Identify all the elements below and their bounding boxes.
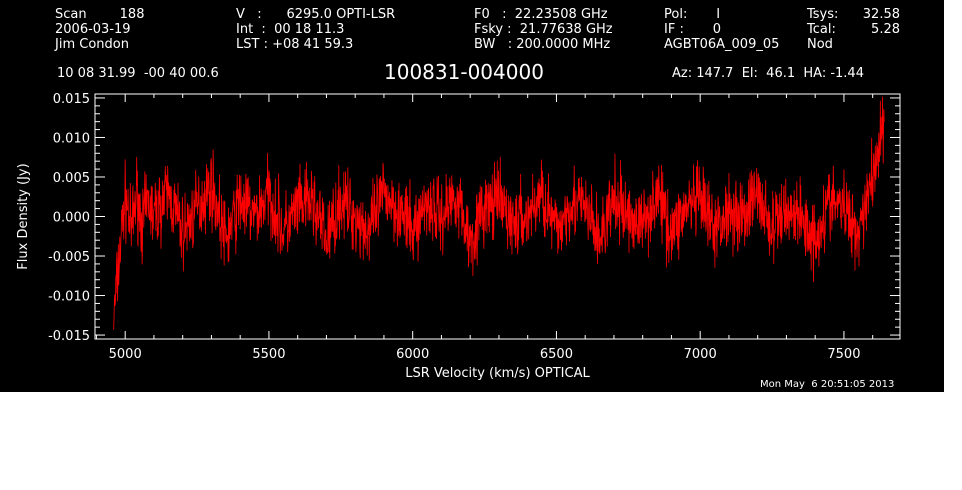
rest-frequency-text: F0 : 22.23508 GHz <box>474 7 608 22</box>
x-axis-label: LSR Velocity (km/s) OPTICAL <box>405 366 590 381</box>
x-tick-label-2: 6000 <box>396 347 429 362</box>
observer-text: Jim Condon <box>55 37 129 52</box>
header-col-velocity: V : 6295.0 OPTI-LSR Int : 00 18 11.3 LST :… <box>236 7 395 52</box>
header-col-tsys-labels: Tsys: Tcal: Nod <box>807 7 838 52</box>
obs-date-text: 2006-03-19 <box>55 22 131 37</box>
integration-time-text: Int : 00 18 11.3 <box>236 22 345 37</box>
header-col-scan: Scan 188 2006-03-19 Jim Condon <box>55 7 144 52</box>
source-coordinates-text: 10 08 31.99 -00 40 00.6 <box>57 66 219 81</box>
project-id-text: AGBT06A_009_05 <box>664 37 780 52</box>
tsys-value: 32.58 <box>862 7 900 22</box>
x-tick-label-5: 7500 <box>827 347 860 362</box>
chart-title: 100831-004000 <box>384 60 544 84</box>
pointing-info-text: Az: 147.7 El: 46.1 HA: -1.44 <box>672 66 864 81</box>
sky-frequency-text: Fsky : 21.77638 GHz <box>474 22 613 37</box>
header-col-frequency: F0 : 22.23508 GHz Fsky : 21.77638 GHz BW :… <box>474 7 613 52</box>
y-tick-label-1: -0.010 <box>48 290 90 305</box>
lst-text: LST : +08 41 59.3 <box>236 37 354 52</box>
bandwidth-text: BW : 200.0000 MHz <box>474 37 611 52</box>
scan-number-text: Scan 188 <box>55 7 145 22</box>
series-group <box>113 96 885 330</box>
x-tick-label-1: 5500 <box>252 347 285 362</box>
polarization-text: Pol: I <box>664 7 721 22</box>
y-tick-label-2: -0.005 <box>48 250 90 265</box>
chart-svg: 5000 5500 6000 6500 7000 7500 -0.015 -0.010 -0.0… <box>16 92 901 381</box>
tsys-label: Tsys: <box>807 7 839 22</box>
y-tick-label-6: 0.015 <box>53 92 90 107</box>
series-line-0 <box>113 96 885 330</box>
tcal-value: 5.28 <box>871 22 900 37</box>
axis-labels-group: LSR Velocity (km/s) OPTICAL Flux Density … <box>16 163 590 381</box>
if-number-text: IF : 0 <box>664 22 722 37</box>
x-tick-label-3: 6500 <box>540 347 573 362</box>
x-tick-label-0: 5000 <box>109 347 142 362</box>
timestamp-text: Mon May 6 20:51:05 2013 <box>760 379 895 390</box>
switching-mode-text: Nod <box>807 37 833 52</box>
x-tick-label-4: 7000 <box>684 347 717 362</box>
header-col-polarization: Pol: I IF : 0 AGBT06A_009_05 <box>664 7 779 52</box>
y-axis-label: Flux Density (Jy) <box>16 163 31 269</box>
y-tick-label-4: 0.005 <box>53 171 90 186</box>
header-col-tsys-values: 32.58 5.28 <box>863 7 900 37</box>
ticks-group: 5000 5500 6000 6500 7000 7500 -0.015 -0.010 -0.0… <box>48 92 900 362</box>
y-tick-label-0: -0.015 <box>48 329 90 344</box>
velocity-text: V : 6295.0 OPTI-LSR <box>236 7 396 22</box>
y-tick-label-5: 0.010 <box>53 131 90 146</box>
y-tick-label-3: 0.000 <box>53 211 90 226</box>
tcal-label: Tcal: <box>807 22 836 37</box>
